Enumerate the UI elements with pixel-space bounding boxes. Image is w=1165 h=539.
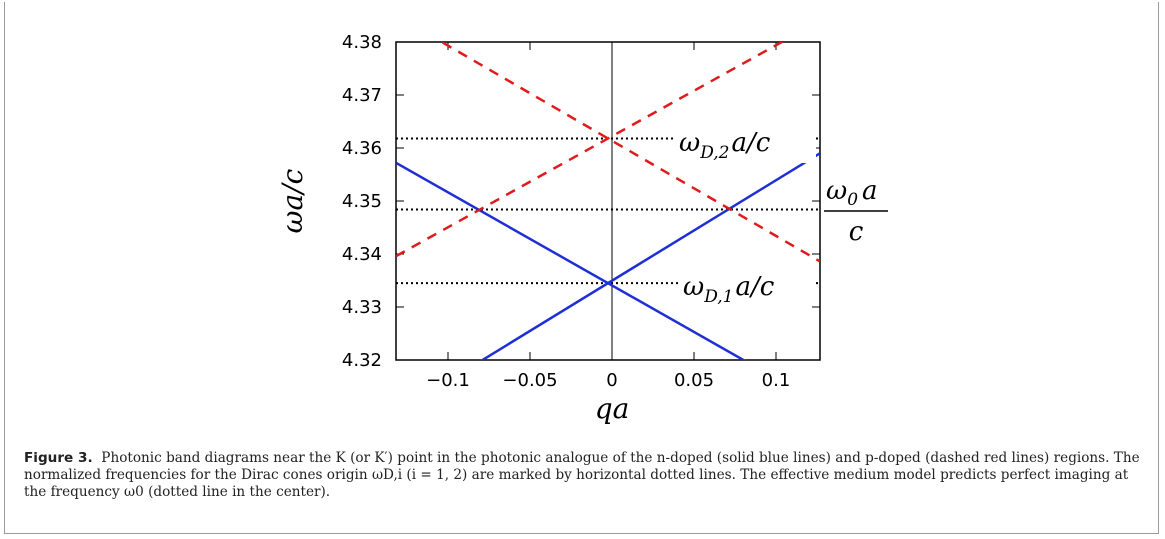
omega-d2-label: ωD,2a/c	[679, 128, 771, 163]
y-tick-label: 4.35	[342, 191, 382, 212]
omega-d1-label: ωD,1a/c	[683, 272, 775, 307]
y-tick-label: 4.32	[342, 350, 382, 371]
band-diagram-chart: 4.32 4.33 4.34 4.35 4.36 4.37 4.38 −0.1 …	[276, 32, 888, 425]
x-axis-label: qa	[595, 392, 630, 425]
wd2-label-bg	[676, 125, 816, 163]
x-tick-label: 0.1	[762, 370, 791, 391]
figure-frame	[4, 2, 1159, 534]
x-tick-label: 0	[606, 370, 617, 391]
omega0-fraction-label: ω0 a c	[824, 176, 888, 247]
w0-numerator: ω0 a	[826, 176, 878, 210]
y-tick-labels: 4.32 4.33 4.34 4.35 4.36 4.37 4.38	[342, 32, 382, 371]
wd1-label-bg	[680, 268, 816, 306]
x-tick-label: −0.1	[426, 370, 470, 391]
y-tick-label: 4.37	[342, 85, 382, 106]
wd2-omega: ωD,2a/c	[679, 128, 771, 163]
y-tick-label: 4.33	[342, 297, 382, 318]
p-doped-band-line	[439, 42, 820, 263]
p-doped-band-line	[396, 42, 785, 258]
x-tick-label: −0.05	[502, 370, 557, 391]
caption-text: Photonic band diagrams near the K (or K′…	[24, 450, 1140, 500]
n-doped-band-line	[480, 152, 820, 360]
x-tick-label: 0.05	[674, 370, 714, 391]
y-tick-label: 4.38	[342, 32, 382, 53]
y-axis-label: ωa/c	[276, 168, 309, 233]
plot-area	[395, 41, 821, 361]
caption-label: Figure 3.	[24, 450, 93, 466]
y-tick-label: 4.34	[342, 244, 382, 265]
figure-caption: Figure 3. Photonic band diagrams near th…	[24, 450, 1144, 501]
w0-denominator: c	[849, 217, 864, 247]
wd1-omega: ωD,1a/c	[683, 272, 775, 307]
x-tick-labels: −0.1 −0.05 0 0.05 0.1	[426, 370, 790, 391]
y-tick-label: 4.36	[342, 138, 382, 159]
